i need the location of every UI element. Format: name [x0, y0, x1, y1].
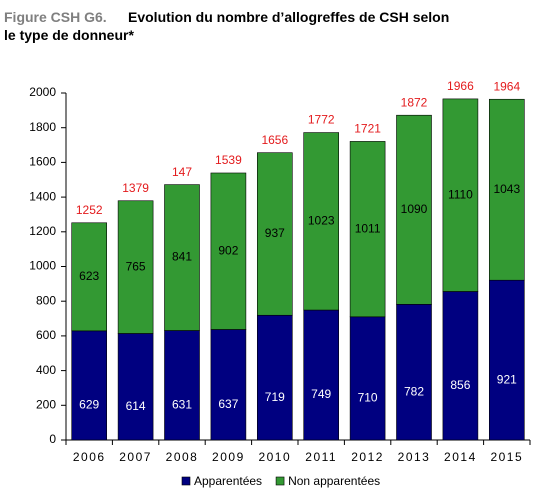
- y-tick-label: 600: [36, 328, 56, 342]
- bar-segment: [442, 98, 479, 292]
- data-label: 614: [126, 399, 146, 413]
- bar-segment: [349, 316, 386, 441]
- y-tick-label: 2000: [29, 85, 56, 99]
- x-tick-label: 2012: [351, 450, 384, 464]
- data-label: 765: [126, 259, 146, 273]
- bar-segment: [349, 141, 386, 318]
- data-label: 856: [450, 378, 470, 392]
- y-tick-label: 1800: [29, 120, 56, 134]
- data-label: 629: [79, 398, 99, 412]
- data-label: 749: [311, 387, 331, 401]
- total-label: 1656: [261, 133, 288, 147]
- y-tick-label: 800: [36, 293, 56, 307]
- bar-segment: [117, 200, 154, 334]
- total-label: 1252: [76, 203, 103, 217]
- y-tick-label: 1200: [29, 224, 56, 238]
- legend-label: Non apparentées: [288, 474, 380, 488]
- x-tick-label: 2015: [490, 450, 523, 464]
- x-tick-label: 2010: [258, 450, 291, 464]
- chart-title: Evolution du nombre d’allogreffes de CSH…: [128, 9, 449, 25]
- total-label: 147: [172, 165, 192, 179]
- bar-segment: [256, 152, 293, 316]
- total-label: 1539: [215, 153, 242, 167]
- bar-segment: [303, 132, 340, 311]
- data-label: 937: [265, 226, 285, 240]
- data-label: 637: [218, 397, 238, 411]
- legend-label: Apparentées: [194, 474, 262, 488]
- total-label: 1966: [447, 79, 474, 93]
- bar-segment: [210, 172, 247, 330]
- y-tick-label: 400: [36, 363, 56, 377]
- bar-segment: [117, 333, 154, 441]
- y-tick-label: 1600: [29, 155, 56, 169]
- bar-segment: [210, 329, 247, 441]
- chart-title-prefix: Figure CSH G6.: [4, 9, 107, 25]
- data-label: 623: [79, 269, 99, 283]
- data-label: 719: [265, 390, 285, 404]
- data-label: 710: [358, 391, 378, 405]
- legend-swatch: [181, 476, 191, 486]
- bar-segment: [303, 309, 340, 441]
- y-tick-label: 200: [36, 397, 56, 411]
- bar-segment: [71, 330, 107, 441]
- legend-swatch: [275, 476, 285, 486]
- data-label: 1011: [355, 221, 381, 235]
- total-label: 1379: [122, 181, 149, 195]
- total-label: 1721: [354, 122, 381, 136]
- data-label: 631: [172, 397, 192, 411]
- chart-title-line2: le type de donneur*: [4, 27, 134, 43]
- data-label: 921: [497, 372, 517, 386]
- x-tick-label: 2014: [444, 450, 477, 464]
- bar-segment: [396, 114, 432, 305]
- bar-segment: [488, 279, 525, 441]
- x-tick-label: 2013: [398, 450, 431, 464]
- x-tick-label: 2008: [166, 450, 199, 464]
- y-tick-label: 1400: [29, 189, 56, 203]
- data-label: 841: [172, 250, 192, 264]
- bar-segment: [164, 330, 200, 441]
- bar-segment: [396, 304, 432, 441]
- data-label: 1023: [308, 213, 335, 227]
- y-tick-label: 1000: [29, 259, 56, 273]
- x-tick-label: 2011: [305, 450, 337, 464]
- x-tick-label: 2006: [73, 450, 106, 464]
- bar-segment: [71, 222, 107, 332]
- y-tick-label: 0: [49, 432, 56, 446]
- data-label: 1110: [448, 187, 473, 201]
- data-label: 1043: [493, 182, 520, 196]
- total-label: 1872: [401, 95, 428, 109]
- x-tick-label: 2009: [212, 450, 245, 464]
- total-label: 1772: [308, 113, 335, 127]
- bar-segment: [256, 314, 293, 441]
- data-label: 782: [404, 384, 424, 398]
- bar-segment: [442, 291, 479, 441]
- bar-segment: [488, 98, 525, 281]
- x-tick-label: 2007: [119, 450, 152, 464]
- total-label: 1964: [493, 79, 520, 93]
- data-label: 1090: [401, 202, 428, 216]
- data-label: 902: [218, 243, 238, 257]
- bar-segment: [164, 184, 200, 331]
